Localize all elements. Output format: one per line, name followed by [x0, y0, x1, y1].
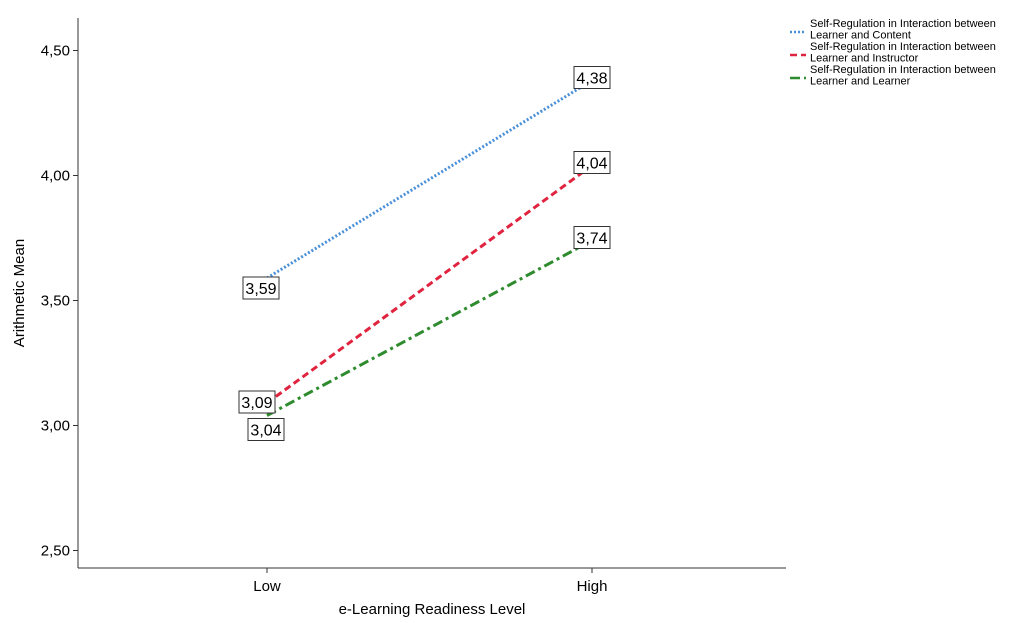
y-tick-label: 3,00 — [41, 418, 70, 435]
data-label: 4,38 — [573, 66, 611, 89]
data-label-box — [573, 226, 611, 249]
data-label-text: 3,04 — [250, 423, 281, 440]
data-label-box — [247, 418, 285, 441]
y-tick-label: 4,00 — [41, 168, 70, 185]
x-tick-label: Low — [253, 578, 281, 595]
x-axis-title: e-Learning Readiness Level — [339, 601, 526, 618]
chart-axes: 2,50 3,00 3,50 4,00 4,50 Low High e-Learning Re… — [11, 18, 786, 618]
chart-legend: Self-Regulation in Interaction betweenLe… — [790, 18, 996, 88]
legend-label: Self-Regulation in Interaction between — [810, 64, 996, 76]
data-label: 4,04 — [573, 151, 611, 174]
legend-entry: Self-Regulation in Interaction betweenLe… — [790, 64, 996, 88]
chart-data-labels: 3,59 4,38 3,09 4,04 3,04 3,74 — [238, 66, 611, 441]
legend-entry: Self-Regulation in Interaction betweenLe… — [790, 18, 996, 42]
data-label-text: 4,38 — [576, 71, 607, 88]
data-label: 3,74 — [573, 226, 611, 249]
data-label: 3,09 — [238, 390, 276, 414]
y-tick-label: 4,50 — [41, 43, 70, 60]
legend-label: Self-Regulation in Interaction between — [810, 18, 996, 30]
data-label-box — [238, 390, 276, 414]
y-axis-title: Arithmetic Mean — [11, 239, 28, 347]
data-label-text: 3,74 — [576, 231, 607, 248]
x-tick-label: High — [577, 578, 608, 595]
chart-series-lines — [266, 79, 593, 417]
data-label-box — [242, 276, 280, 300]
data-label-text: 3,59 — [245, 281, 276, 298]
data-label-box — [573, 151, 611, 174]
legend-label: Learner and Content — [810, 30, 911, 42]
data-label: 3,59 — [242, 276, 280, 300]
y-tick-label: 2,50 — [41, 543, 70, 560]
series-line — [266, 239, 593, 417]
data-label-box — [573, 66, 611, 89]
series-line — [266, 164, 593, 405]
legend-label: Learner and Learner — [810, 76, 911, 88]
y-tick-label: 3,50 — [41, 293, 70, 310]
series-line — [266, 79, 593, 280]
data-label-text: 3,09 — [241, 395, 272, 412]
data-label-text: 4,04 — [576, 156, 607, 173]
data-label: 3,04 — [247, 418, 285, 441]
legend-label: Learner and Instructor — [810, 53, 919, 65]
legend-label: Self-Regulation in Interaction between — [810, 41, 996, 53]
legend-entry: Self-Regulation in Interaction betweenLe… — [790, 41, 996, 65]
